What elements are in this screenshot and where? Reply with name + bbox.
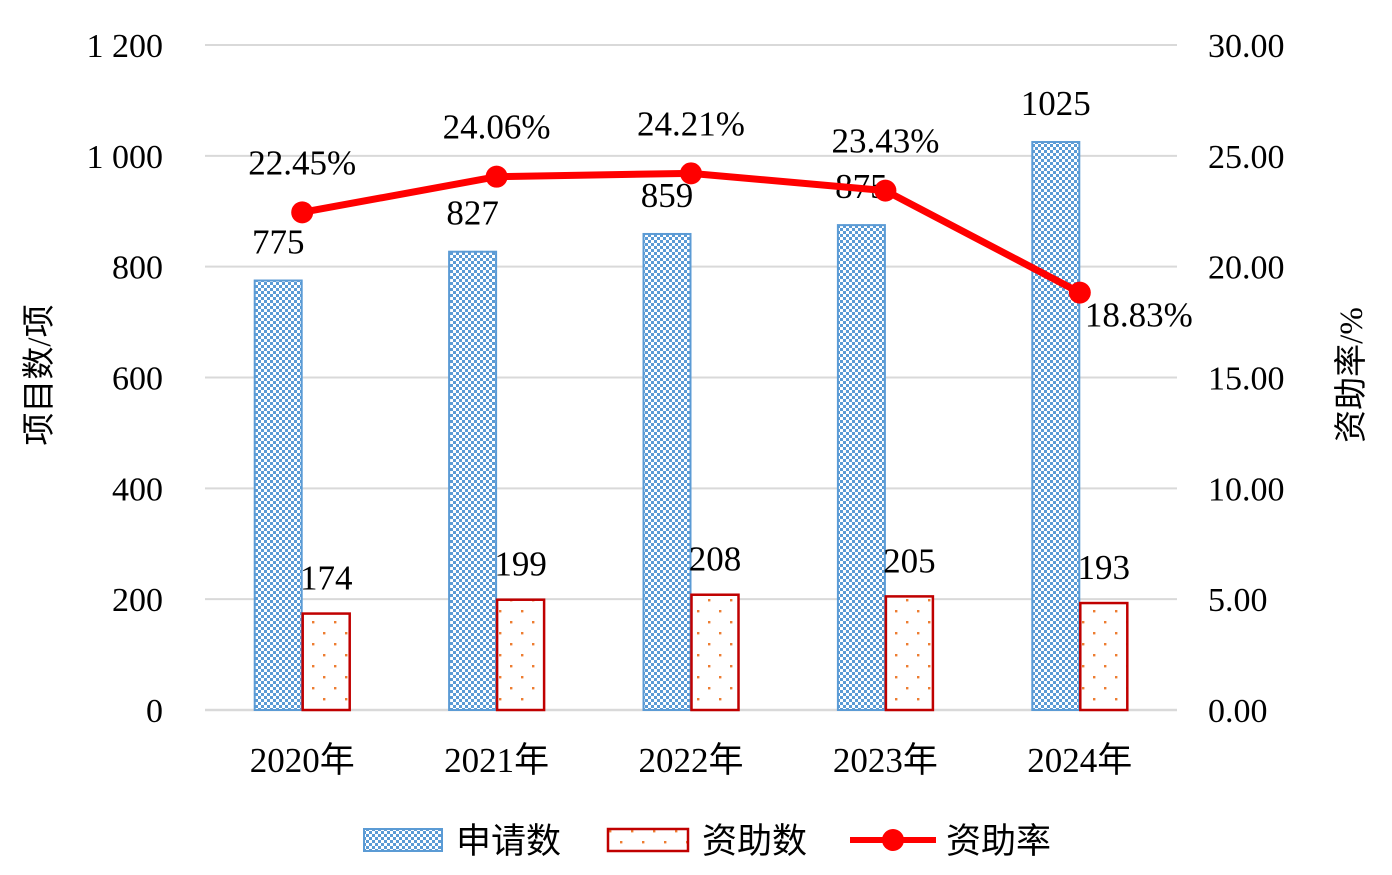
bar-funded — [1079, 601, 1129, 712]
legend-swatch-applied — [363, 828, 443, 852]
bar-applied — [642, 232, 692, 712]
data-label-funded: 193 — [1078, 548, 1131, 587]
rate-marker — [874, 179, 897, 202]
legend-swatch-funded — [606, 827, 690, 853]
legend-label-funded: 资助数 — [702, 822, 807, 861]
legend-label-applied: 申请数 — [456, 822, 561, 861]
left-tick-label: 400 — [112, 471, 163, 508]
bar-funded — [301, 612, 351, 712]
rate-label: 24.21% — [637, 104, 745, 143]
legend: 申请数 资助数 资助率 — [363, 822, 1051, 861]
left-tick-label: 600 — [112, 361, 163, 398]
category-label: 2022年 — [638, 741, 743, 780]
data-label-applied: 1025 — [1021, 84, 1091, 123]
rate-label: 22.45% — [248, 143, 356, 182]
category-label: 2023年 — [833, 741, 938, 780]
left-tick-label: 800 — [112, 250, 163, 287]
rate-label: 24.06% — [443, 108, 551, 147]
category-labels: 2020年 2021年 2022年 2023年 2024年 — [250, 741, 1133, 780]
legend-item-applied: 申请数 — [363, 822, 561, 861]
bar-applied — [1031, 140, 1081, 711]
left-axis-ticks: 0 200 400 600 800 1 000 1 200 — [87, 28, 164, 730]
rate-marker — [680, 162, 702, 185]
left-tick-label: 200 — [112, 582, 163, 619]
right-tick-label: 10.00 — [1208, 471, 1285, 508]
legend-marker-rate — [882, 829, 904, 851]
data-label-funded: 199 — [494, 545, 547, 584]
bar-applied — [836, 224, 886, 712]
right-tick-label: 15.00 — [1208, 361, 1285, 398]
data-label-funded: 205 — [883, 541, 936, 580]
rate-label: 18.83% — [1085, 296, 1193, 335]
right-axis-ticks: 0.00 5.00 10.00 15.00 20.00 25.00 30.00 — [1208, 28, 1285, 730]
data-label-funded: 174 — [300, 559, 353, 598]
bar-applied — [448, 250, 498, 711]
left-tick-label: 1 000 — [87, 139, 164, 176]
category-label: 2021年 — [444, 741, 549, 780]
category-label: 2020年 — [250, 741, 355, 780]
right-tick-label: 5.00 — [1208, 582, 1268, 619]
right-tick-label: 0.00 — [1208, 693, 1268, 730]
right-axis-title: 资助率/% — [1333, 307, 1370, 443]
rate-label: 23.43% — [831, 122, 939, 161]
right-tick-label: 20.00 — [1208, 250, 1285, 287]
right-tick-label: 25.00 — [1208, 139, 1285, 176]
legend-item-funded: 资助数 — [606, 822, 807, 861]
rate-line-layer: 22.45% 24.06% 24.21% 23.43% 18.83% — [248, 104, 1193, 334]
data-label-applied: 775 — [252, 223, 305, 262]
category-label: 2024年 — [1027, 741, 1132, 780]
left-tick-label: 0 — [146, 693, 163, 730]
bar-funded — [884, 595, 935, 712]
bars — [253, 140, 1129, 712]
left-tick-label: 1 200 — [87, 28, 164, 65]
left-axis-title: 项目数/项 — [21, 304, 58, 445]
bar-applied — [253, 279, 303, 711]
rate-marker — [1068, 281, 1091, 304]
data-label-applied: 827 — [446, 194, 499, 233]
data-label-applied: 859 — [641, 176, 694, 215]
rate-marker — [485, 165, 508, 188]
data-label-funded: 208 — [689, 540, 742, 579]
legend-item-rate: 资助率 — [850, 822, 1051, 861]
right-tick-label: 30.00 — [1208, 28, 1285, 65]
legend-label-rate: 资助率 — [946, 822, 1051, 861]
rate-marker — [291, 201, 314, 224]
bar-funded — [690, 593, 740, 712]
bar-funded — [495, 598, 546, 712]
